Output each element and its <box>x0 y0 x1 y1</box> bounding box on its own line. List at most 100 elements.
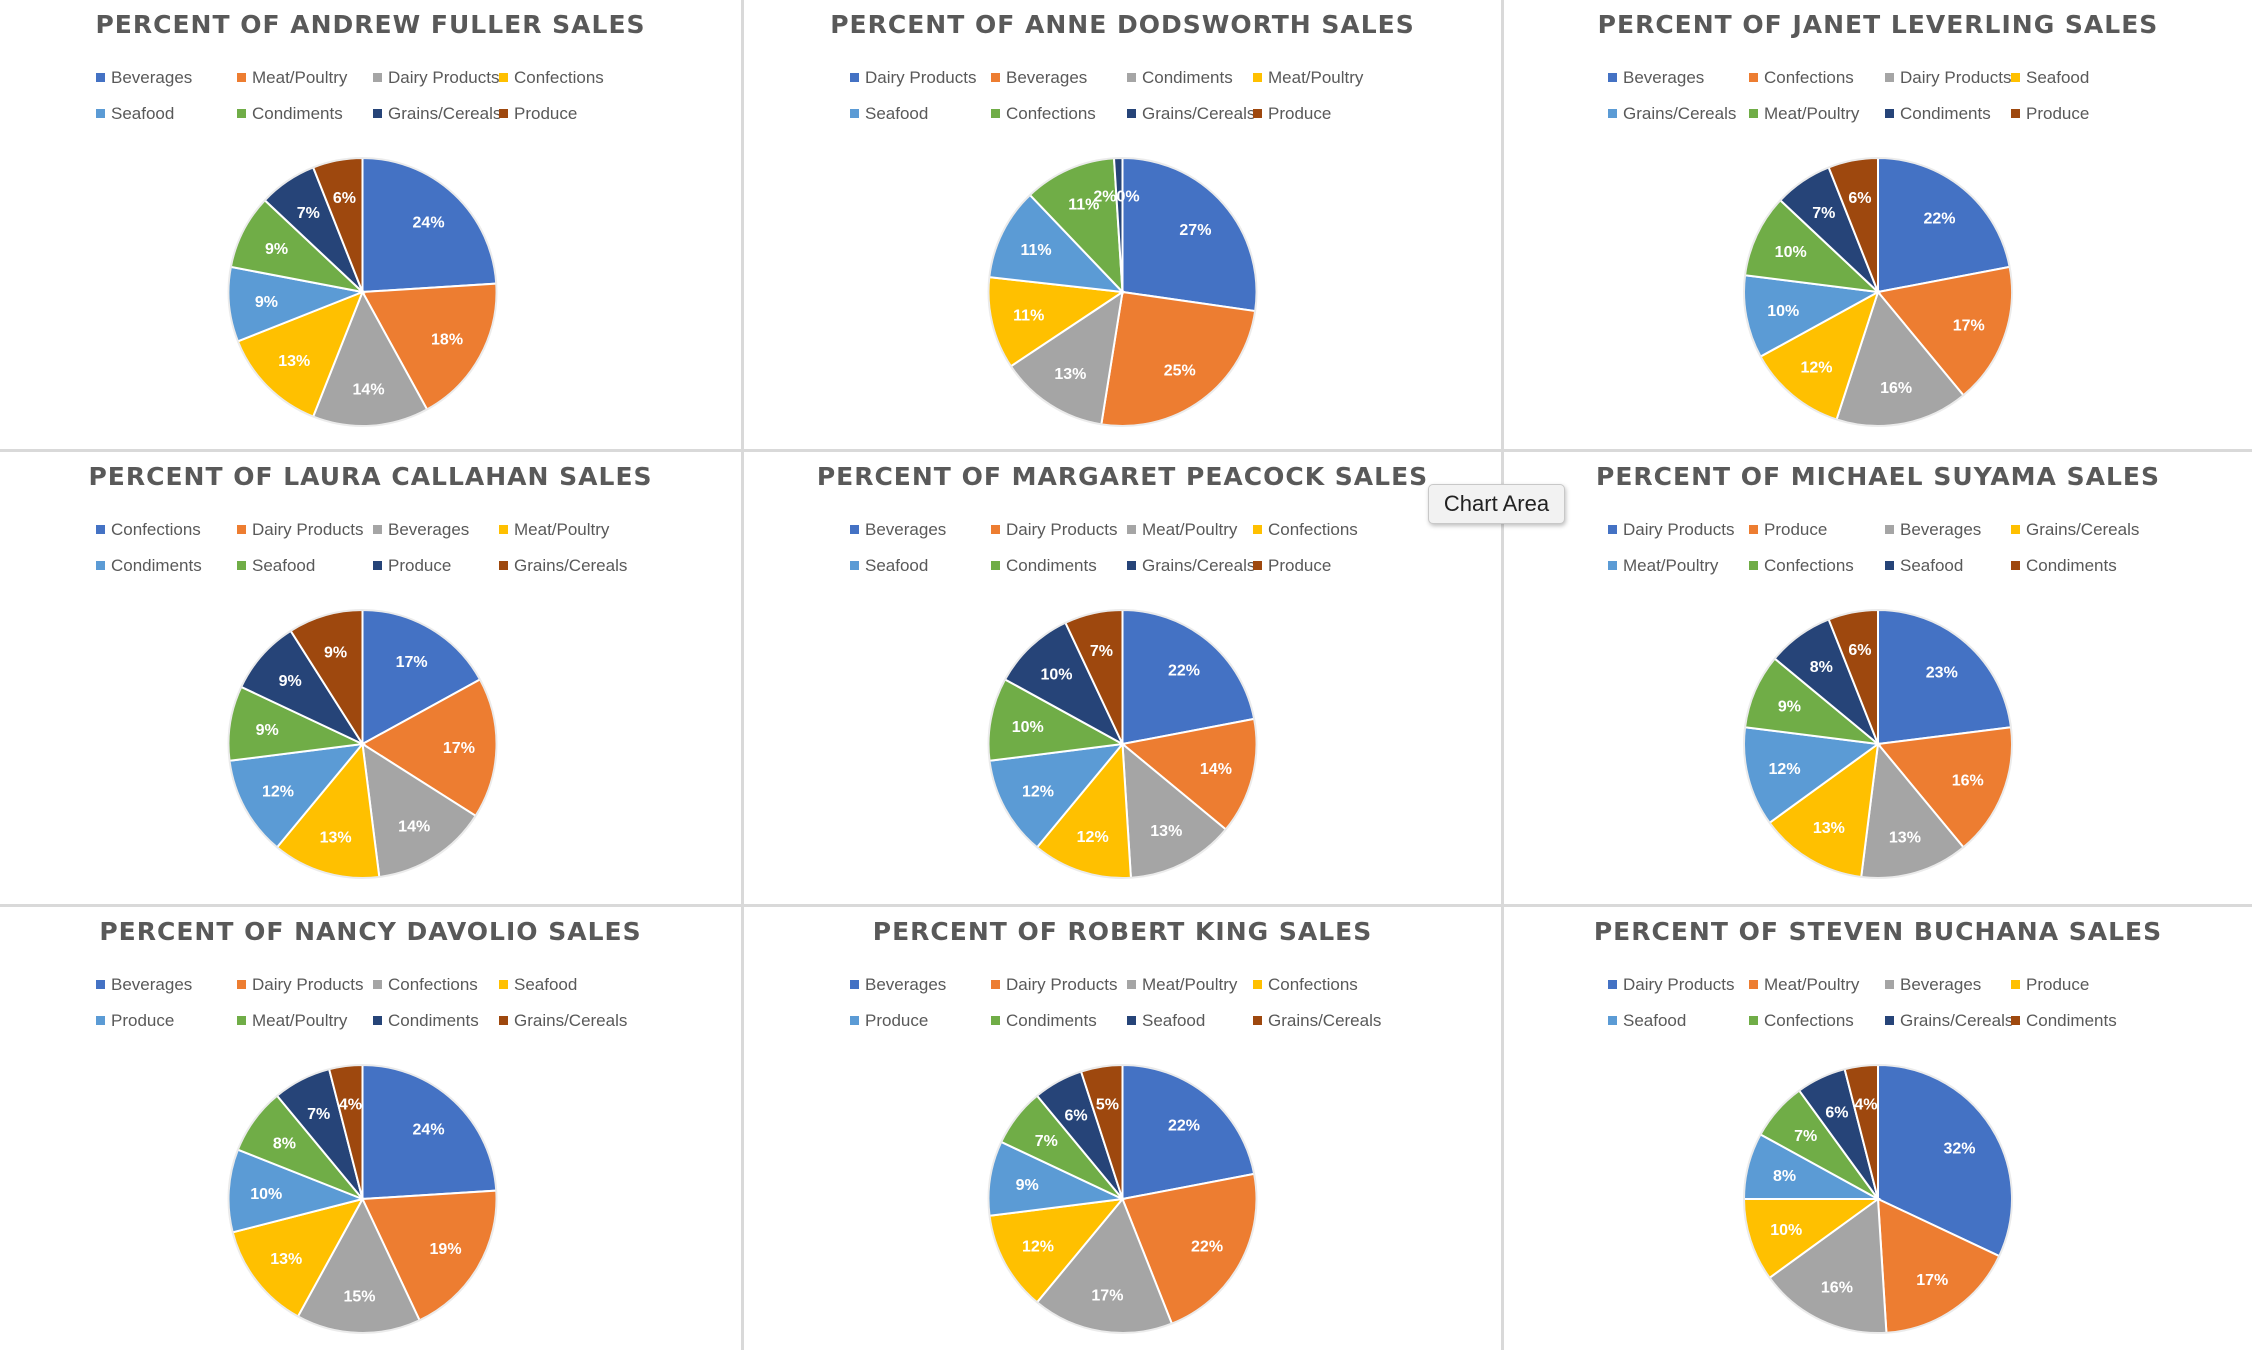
legend-label: Meat/Poultry <box>252 1011 348 1030</box>
pie-slice[interactable] <box>1827 156 1879 293</box>
legend-entry: Dairy Products <box>850 68 976 88</box>
pie-slice[interactable] <box>1079 1063 1124 1200</box>
chart-area[interactable]: PERCENT OF MICHAEL SUYAMA SALES Dairy Pro… <box>1504 452 2252 904</box>
pie-slice[interactable] <box>988 1197 1125 1304</box>
pie-slice[interactable] <box>296 1196 421 1334</box>
pie-chart[interactable]: 17% 17% 14% 13% 12% 9% 9% 9% <box>0 452 741 904</box>
pie-slice[interactable] <box>360 1189 498 1322</box>
pie-slice[interactable] <box>1035 1197 1174 1334</box>
legend-swatch <box>237 980 246 990</box>
pie-slice[interactable] <box>1835 289 1965 427</box>
pie-slice[interactable] <box>1876 265 2013 397</box>
legend-entry: Grains/Cereals <box>499 1011 627 1031</box>
pie-slice[interactable] <box>1768 741 1880 879</box>
pie-slice[interactable] <box>1768 1197 1888 1334</box>
pie-slice[interactable] <box>1028 157 1124 295</box>
pie-slice[interactable] <box>1742 1198 1882 1280</box>
pie-slice[interactable] <box>289 608 364 748</box>
legend-swatch <box>2011 561 2020 571</box>
pie-slice[interactable] <box>275 741 381 879</box>
pie-slice[interactable] <box>1121 741 1228 879</box>
legend-label: Meat/Poultry <box>252 68 348 87</box>
pie-slice[interactable] <box>236 290 365 418</box>
pie-slice[interactable] <box>361 1063 498 1201</box>
legend-swatch <box>1127 109 1136 119</box>
pie-slice[interactable] <box>987 276 1126 368</box>
pie-slice[interactable] <box>1743 274 1882 358</box>
chart-area[interactable]: PERCENT OF NANCY DAVOLIO SALES Beverages D… <box>0 907 741 1350</box>
pie-slice[interactable] <box>361 608 482 746</box>
pie-slice[interactable] <box>1759 289 1880 421</box>
legend-swatch <box>1749 980 1758 990</box>
pie-slice[interactable] <box>1743 198 1881 294</box>
pie-slice[interactable] <box>1860 741 1965 879</box>
chart-area[interactable]: PERCENT OF ROBERT KING SALES Beverages Dai… <box>744 907 1501 1350</box>
data-label: 11% <box>1068 197 1099 214</box>
pie-slice[interactable] <box>311 289 429 427</box>
pie-slice[interactable] <box>988 742 1125 849</box>
pie-slice[interactable] <box>231 1197 365 1318</box>
chart-area[interactable]: PERCENT OF STEVEN BUCHANA SALES Dairy Pro… <box>1504 907 2252 1350</box>
legend-swatch <box>373 561 382 571</box>
legend-swatch <box>2011 1016 2020 1026</box>
data-label: 6% <box>333 190 356 207</box>
legend-swatch <box>499 561 508 571</box>
pie-slice[interactable] <box>1876 726 2013 849</box>
pie-chart[interactable]: 22% 17% 16% 12% 10% 10% 7% 6% <box>1504 0 2252 449</box>
pie-slice[interactable] <box>1827 608 1879 745</box>
legend-swatch <box>1127 525 1136 535</box>
pie-slice[interactable] <box>360 282 498 411</box>
pie-slice[interactable] <box>1876 1197 2001 1334</box>
pie-slice[interactable] <box>1120 717 1258 831</box>
pie-chart[interactable]: 24% 19% 15% 13% 10% 8% 7% 4% <box>0 907 741 1350</box>
chart-area[interactable]: PERCENT OF MARGARET PEACOCK SALES Beverag… <box>744 452 1501 904</box>
pie-slice[interactable] <box>1009 289 1124 426</box>
pie-slice[interactable] <box>1100 290 1257 427</box>
pie-chart[interactable]: 22% 14% 13% 12% 12% 10% 10% 7% <box>744 452 1501 904</box>
pie-slice[interactable] <box>1003 621 1125 747</box>
data-label: 17% <box>1953 318 1985 335</box>
pie-chart[interactable]: 32% 17% 16% 10% 8% 7% 6% 4% <box>1504 907 2252 1350</box>
legend-label: Produce <box>111 1011 175 1030</box>
chart-area[interactable]: PERCENT OF LAURA CALLAHAN SALES Confectio… <box>0 452 741 904</box>
pie-slice[interactable] <box>361 156 498 294</box>
legend-label: Produce <box>2026 104 2090 123</box>
pie-slice[interactable] <box>1112 156 1124 293</box>
chart-area[interactable]: PERCENT OF ANNE DODSWORTH SALES Dairy Pro… <box>744 0 1501 449</box>
pie-chart[interactable]: 23% 16% 13% 13% 12% 9% 8% 6% <box>1504 452 2252 904</box>
pie-slice[interactable] <box>1743 726 1881 825</box>
chart-area[interactable]: PERCENT OF ANDREW FULLER SALES Beverages M… <box>0 0 741 449</box>
pie-slice[interactable] <box>360 678 498 818</box>
legend-entry: Produce <box>2011 104 2089 124</box>
legend-swatch <box>373 525 382 535</box>
legend-entry: Meat/Poultry <box>1608 556 1718 576</box>
pie-slice[interactable] <box>988 193 1126 294</box>
chart-area[interactable]: PERCENT OF JANET LEVERLING SALES Beverage… <box>1504 0 2252 449</box>
pie-slice[interactable] <box>1877 156 2011 294</box>
pie-slice[interactable] <box>327 1063 364 1200</box>
pie-slice[interactable] <box>1035 741 1132 879</box>
data-label: 10% <box>1770 1222 1802 1239</box>
pie-chart[interactable]: 27%25%13%11%11%11%2%0% <box>744 0 1501 449</box>
legend-label: Produce <box>514 104 578 123</box>
pie-slice[interactable] <box>1121 1172 1258 1325</box>
pie-slice[interactable] <box>361 742 478 879</box>
pie-slice[interactable] <box>311 156 364 293</box>
legend-swatch <box>1608 1016 1617 1026</box>
pie-slice[interactable] <box>987 678 1126 762</box>
pie-chart[interactable]: 24% 18% 14% 13% 9% 9% 7% 6% <box>0 0 741 449</box>
legend-entry: Dairy Products <box>1608 975 1734 995</box>
legend-entry: Seafood <box>850 556 928 576</box>
pie-slice[interactable] <box>1121 156 1258 313</box>
pie-slice[interactable] <box>1843 1063 1879 1200</box>
pie-slice[interactable] <box>228 742 365 849</box>
pie-slice[interactable] <box>227 1148 366 1234</box>
pie-slice[interactable] <box>1877 1063 2013 1258</box>
pie-slice[interactable] <box>1121 1063 1256 1201</box>
pie-slice[interactable] <box>1064 608 1124 745</box>
pie-chart[interactable]: 22% 22% 17% 12% 9% 7% 6% 5% <box>744 907 1501 1350</box>
pie-slice[interactable] <box>1877 608 2013 746</box>
pie-slice[interactable] <box>1121 608 1256 746</box>
data-label: 16% <box>1952 773 1984 790</box>
legend-entry: Condiments <box>2011 556 2117 576</box>
